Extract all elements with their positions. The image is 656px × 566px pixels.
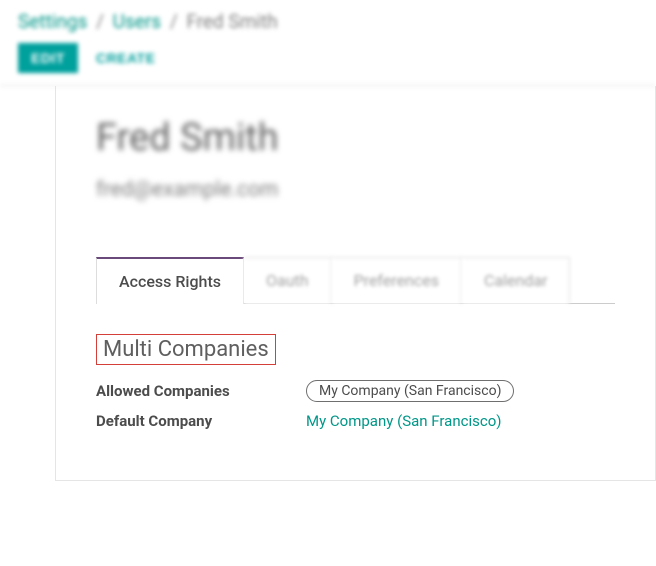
tab-calendar[interactable]: Calendar xyxy=(462,257,570,304)
breadcrumb-sep: / xyxy=(96,10,104,33)
tab-access-rights[interactable]: Access Rights xyxy=(96,257,244,304)
user-name: Fred Smith xyxy=(96,116,615,160)
breadcrumb-settings[interactable]: Settings xyxy=(18,10,87,33)
field-default-company: Default Company My Company (San Francisc… xyxy=(96,412,615,430)
page-header: Settings / Users / Fred Smith EDIT CREAT… xyxy=(0,0,656,86)
create-button[interactable]: CREATE xyxy=(96,50,156,66)
field-allowed-companies: Allowed Companies My Company (San Franci… xyxy=(96,380,615,402)
breadcrumb-users[interactable]: Users xyxy=(113,10,161,33)
breadcrumb-current: Fred Smith xyxy=(186,10,277,33)
content-card: Fred Smith fred@example.com Access Right… xyxy=(55,86,656,481)
tab-oauth[interactable]: Oauth xyxy=(244,257,332,304)
tab-preferences[interactable]: Preferences xyxy=(332,257,462,304)
user-header: Fred Smith fred@example.com xyxy=(96,116,615,202)
allowed-company-tag[interactable]: My Company (San Francisco) xyxy=(306,380,514,402)
toolbar: EDIT CREATE xyxy=(18,43,638,73)
breadcrumb: Settings / Users / Fred Smith xyxy=(18,10,638,33)
breadcrumb-sep: / xyxy=(170,10,178,33)
tab-content: Multi Companies Allowed Companies My Com… xyxy=(96,304,615,430)
section-multi-companies-title: Multi Companies xyxy=(96,334,276,365)
user-email: fred@example.com xyxy=(96,178,615,202)
default-company-label: Default Company xyxy=(96,412,306,430)
edit-button[interactable]: EDIT xyxy=(18,43,78,73)
tab-bar: Access Rights Oauth Preferences Calendar xyxy=(96,257,615,304)
default-company-value[interactable]: My Company (San Francisco) xyxy=(306,412,501,430)
allowed-companies-label: Allowed Companies xyxy=(96,382,306,400)
